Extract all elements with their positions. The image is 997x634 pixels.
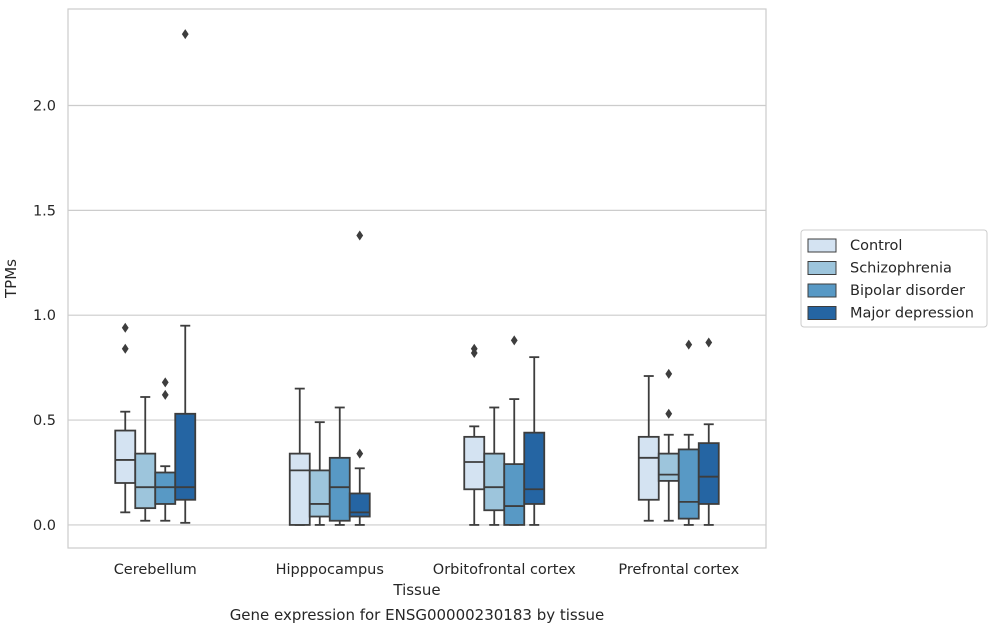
outlier-point [181, 29, 189, 40]
box [288, 452, 311, 526]
outlier-point [470, 343, 478, 354]
box-group [523, 356, 546, 526]
legend-swatch [807, 306, 837, 320]
x-axis-ticks: Cerebellum Hipppocampus Orbitofrontal cort… [114, 562, 740, 578]
box [134, 452, 157, 510]
box [114, 429, 137, 484]
box [154, 471, 177, 505]
y-tick-label: 1.0 [33, 308, 56, 324]
x-tick-label: Cerebellum [114, 562, 197, 578]
box [657, 452, 680, 482]
legend-swatch [807, 261, 837, 275]
box [637, 435, 660, 501]
x-tick-label: Hipppocampus [276, 562, 384, 578]
outlier-point [665, 408, 673, 419]
box-group [154, 377, 177, 522]
legend-swatch [807, 238, 837, 253]
outlier-point [665, 368, 673, 379]
y-tick-label: 2.0 [33, 98, 56, 114]
box-group [134, 396, 157, 522]
legend-label: Bipolar disorder [850, 283, 965, 299]
box-group [114, 322, 137, 514]
box [483, 452, 506, 512]
y-axis-ticks: 0.0 0.5 1.0 1.5 2.0 [33, 98, 56, 533]
x-tick-label: Orbitofrontal cortex [433, 562, 576, 578]
box-group [174, 29, 197, 524]
box-group [348, 230, 371, 526]
box-group [697, 337, 720, 526]
legend-label: Major depression [850, 306, 974, 322]
legend: Control Schizophrenia Bipolar disorder Majo… [800, 229, 988, 328]
legend-swatch [807, 283, 837, 298]
figure-caption: Gene expression for ENSG00000230183 by t… [229, 606, 605, 624]
outlier-point [161, 389, 169, 400]
outlier-point [510, 335, 518, 346]
box [503, 463, 526, 526]
box [348, 492, 371, 518]
outlier-point [161, 377, 169, 388]
outlier-point [685, 339, 693, 350]
y-axis-title: TPMs [2, 259, 20, 299]
outlier-point [356, 448, 364, 459]
x-tick-label: Prefrontal cortex [618, 562, 739, 578]
box [308, 469, 331, 518]
box-group [328, 406, 351, 526]
box [463, 435, 486, 491]
box-group [657, 368, 680, 522]
y-tick-label: 0.5 [33, 413, 56, 429]
boxes [114, 29, 720, 526]
outlier-point [121, 343, 129, 354]
outlier-point [705, 337, 713, 348]
box [174, 412, 197, 501]
legend-frame [800, 229, 988, 328]
outlier-point [356, 230, 364, 241]
box [677, 448, 700, 520]
box [523, 431, 546, 505]
outlier-point [121, 322, 129, 333]
legend-label: Schizophrenia [850, 261, 952, 277]
y-tick-label: 1.5 [33, 203, 56, 219]
box [697, 442, 720, 505]
y-tick-label: 0.0 [33, 518, 56, 534]
box [328, 456, 351, 522]
legend-label: Control [850, 238, 902, 254]
box-group [483, 406, 506, 526]
x-axis-title: Tissue [392, 581, 440, 599]
